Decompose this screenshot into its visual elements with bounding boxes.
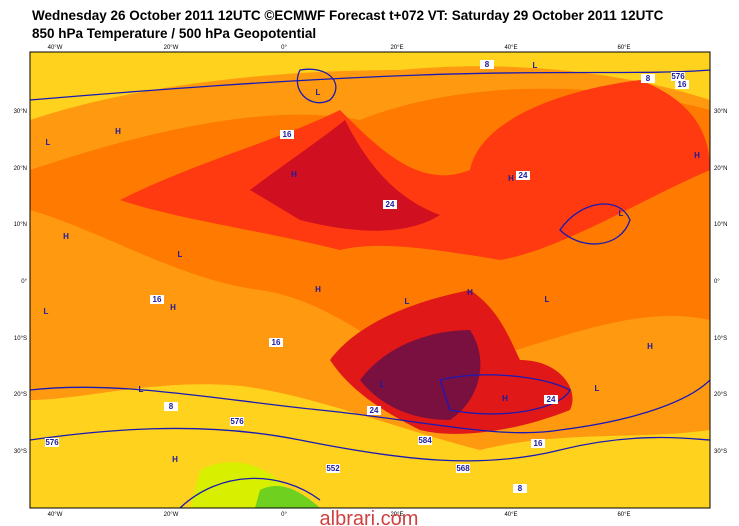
contour-label-bg xyxy=(367,406,381,415)
contour-label-bg xyxy=(164,402,178,411)
lon-label: 40°E xyxy=(504,45,517,51)
contour-label-bg xyxy=(671,72,685,81)
pressure-center: L xyxy=(139,385,144,394)
pressure-center: L xyxy=(545,295,550,304)
contour-label-bg xyxy=(230,417,244,426)
lat-label: 0° xyxy=(714,279,720,285)
lon-label: 0° xyxy=(281,512,287,518)
lon-label: 40°W xyxy=(48,45,63,51)
lat-label: 20°S xyxy=(14,392,27,398)
map-field xyxy=(30,52,710,508)
pressure-center: L xyxy=(595,384,600,393)
contour-label-bg xyxy=(45,438,59,447)
lon-label: 0° xyxy=(281,45,287,51)
contour-label-bg xyxy=(531,439,545,448)
pressure-center: H xyxy=(694,151,700,160)
contour-label-bg xyxy=(675,80,689,89)
contour-label-bg xyxy=(383,200,397,209)
contour-label: 16 xyxy=(534,439,543,448)
subtitle: 850 hPa Temperature / 500 hPa Geopotenti… xyxy=(32,26,316,41)
pressure-center: L xyxy=(44,307,49,316)
contour-label-bg xyxy=(480,60,494,69)
pressure-center: H xyxy=(291,170,297,179)
geopotential-contours xyxy=(30,68,710,508)
pressure-center: H xyxy=(170,303,176,312)
contour-label: 552 xyxy=(326,464,340,473)
contour-label: 8 xyxy=(518,484,523,493)
pressure-center: L xyxy=(380,380,385,389)
pressure-center: L xyxy=(405,297,410,306)
lat-label: 20°N xyxy=(714,166,727,172)
contour-label-bg xyxy=(544,395,558,404)
contour-label: 576 xyxy=(45,438,59,447)
watermark: albrari.com xyxy=(320,508,419,526)
lat-label: 10°N xyxy=(714,222,727,228)
contour-label: 24 xyxy=(519,171,528,180)
lon-label: 40°W xyxy=(48,512,63,518)
lon-label: 20°W xyxy=(164,45,179,51)
contour-label: 24 xyxy=(547,395,556,404)
lon-label: 40°E xyxy=(504,512,517,518)
lon-label: 20°E xyxy=(390,512,403,518)
pressure-center: H xyxy=(502,394,508,403)
contour-label-bg xyxy=(513,484,527,493)
contour-label: 576 xyxy=(230,417,244,426)
pressure-center: H xyxy=(172,455,178,464)
pressure-center: L xyxy=(316,88,321,97)
pressure-center: L xyxy=(178,250,183,259)
lat-label: 30°S xyxy=(714,449,727,455)
contour-label: 584 xyxy=(418,436,432,445)
lat-label: 20°N xyxy=(14,166,27,172)
pressure-center: L xyxy=(533,61,538,70)
lon-label: 60°E xyxy=(617,45,630,51)
contour-label-bg xyxy=(150,295,164,304)
contour-label: 16 xyxy=(272,338,281,347)
contour-label-bg xyxy=(326,464,340,473)
contour-label: 24 xyxy=(370,406,379,415)
lon-label: 20°E xyxy=(390,45,403,51)
lat-label: 30°N xyxy=(714,109,727,115)
contour-label: 16 xyxy=(678,80,687,89)
contour-label: 576 xyxy=(671,72,685,81)
contour-label-bg xyxy=(269,338,283,347)
contour-label: 8 xyxy=(646,74,651,83)
contour-label-bg xyxy=(516,171,530,180)
contour-label: 568 xyxy=(456,464,470,473)
contour-label-bg xyxy=(418,436,432,445)
map-frame xyxy=(29,51,711,509)
contour-label: 8 xyxy=(485,60,490,69)
lat-label: 10°N xyxy=(14,222,27,228)
pressure-center: H xyxy=(508,174,514,183)
lat-label: 30°N xyxy=(14,109,27,115)
pressure-center: H xyxy=(63,232,69,241)
lat-label: 0° xyxy=(21,279,27,285)
pressure-center: H xyxy=(647,342,653,351)
contour-label: 24 xyxy=(386,200,395,209)
pressure-center: H xyxy=(467,288,473,297)
title: Wednesday 26 October 2011 12UTC ©ECMWF F… xyxy=(32,8,664,23)
lat-label: 10°S xyxy=(14,336,27,342)
pressure-center: H xyxy=(315,285,321,294)
contour-label: 16 xyxy=(283,130,292,139)
contour-label-bg xyxy=(280,130,294,139)
contour-label: 16 xyxy=(153,295,162,304)
lat-label: 10°S xyxy=(714,336,727,342)
lon-label: 60°E xyxy=(617,512,630,518)
pressure-center: L xyxy=(619,209,624,218)
contour-label: 8 xyxy=(169,402,174,411)
lat-label: 30°S xyxy=(14,449,27,455)
pressure-center: L xyxy=(46,138,51,147)
lat-label: 20°S xyxy=(714,392,727,398)
contour-label-bg xyxy=(456,464,470,473)
lon-label: 20°W xyxy=(164,512,179,518)
pressure-center: H xyxy=(115,127,121,136)
contour-label-bg xyxy=(641,74,655,83)
